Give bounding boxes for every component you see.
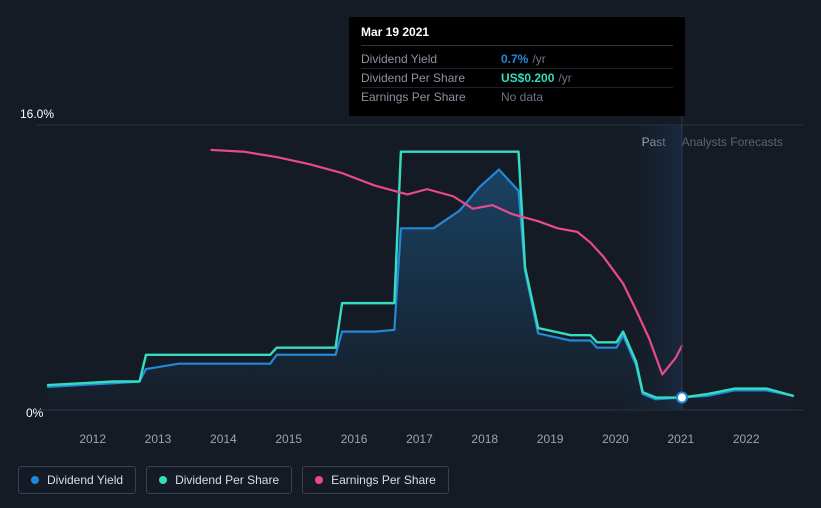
- legend-dot-icon: [315, 476, 323, 484]
- tooltip-nodata: No data: [501, 90, 543, 104]
- x-tick-2015: 2015: [275, 432, 302, 446]
- x-tick-2016: 2016: [341, 432, 368, 446]
- tooltip-row-value: US$0.200: [501, 71, 554, 85]
- legend-item-label: Dividend Per Share: [175, 473, 279, 487]
- legend-dot-icon: [31, 476, 39, 484]
- tooltip-row-unit: /yr: [558, 71, 571, 85]
- tooltip-row: Dividend Per ShareUS$0.200/yr: [361, 69, 673, 88]
- x-axis: 2012 2013 2014 2015 2016 2017 2018 2019 2020 2021…: [30, 432, 805, 448]
- legend: Dividend Yield Dividend Per Share Earnings…: [18, 466, 449, 494]
- x-tick-2022: 2022: [733, 432, 760, 446]
- chart-svg: [18, 100, 803, 445]
- tooltip-date: Mar 19 2021: [361, 25, 673, 46]
- tooltip-row: Earnings Per ShareNo data: [361, 88, 673, 106]
- legend-item-label: Earnings Per Share: [331, 473, 436, 487]
- legend-item-dividend-yield[interactable]: Dividend Yield: [18, 466, 136, 494]
- tooltip-row-value: 0.7%: [501, 52, 528, 66]
- tooltip-row-label: Dividend Yield: [361, 52, 501, 66]
- hover-tooltip: Mar 19 2021 Dividend Yield0.7%/yrDividen…: [349, 17, 685, 116]
- x-tick-2021: 2021: [667, 432, 694, 446]
- x-tick-2013: 2013: [145, 432, 172, 446]
- tooltip-row-unit: /yr: [532, 52, 545, 66]
- legend-item-earnings-per-share[interactable]: Earnings Per Share: [302, 466, 449, 494]
- tooltip-row: Dividend Yield0.7% /yr: [361, 50, 673, 69]
- legend-item-label: Dividend Yield: [47, 473, 123, 487]
- tooltip-row-label: Earnings Per Share: [361, 90, 501, 104]
- x-tick-2020: 2020: [602, 432, 629, 446]
- chart-plot-area[interactable]: [18, 100, 803, 445]
- x-tick-2014: 2014: [210, 432, 237, 446]
- tooltip-row-label: Dividend Per Share: [361, 71, 501, 85]
- x-tick-2012: 2012: [79, 432, 106, 446]
- x-tick-2018: 2018: [471, 432, 498, 446]
- legend-dot-icon: [159, 476, 167, 484]
- x-tick-2017: 2017: [406, 432, 433, 446]
- legend-item-dividend-per-share[interactable]: Dividend Per Share: [146, 466, 292, 494]
- x-tick-2019: 2019: [537, 432, 564, 446]
